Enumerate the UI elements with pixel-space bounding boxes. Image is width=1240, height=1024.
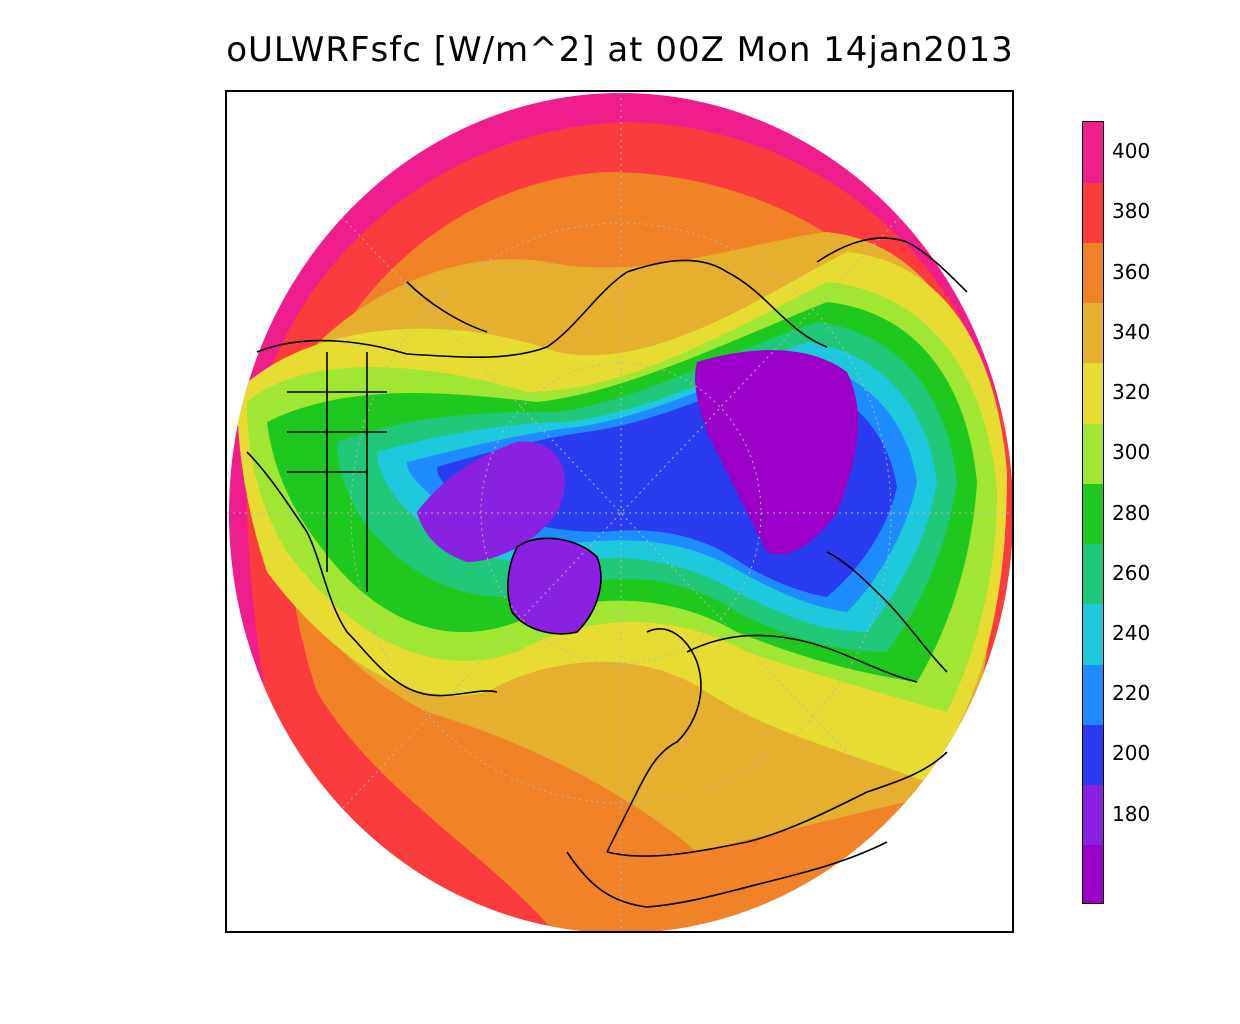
color-scale-segment bbox=[1083, 423, 1103, 484]
color-scale-tick-label: 180 bbox=[1112, 801, 1151, 826]
color-scale-segment bbox=[1083, 182, 1103, 243]
coastline bbox=[256, 271, 628, 359]
color-scale-segment bbox=[1083, 362, 1103, 424]
color-scale-tick-label: 340 bbox=[1112, 319, 1151, 344]
color-scale-segment bbox=[1083, 784, 1103, 846]
color-scale-segment bbox=[1083, 724, 1103, 786]
graticule bbox=[227, 92, 1012, 931]
color-scale-tick-label: 360 bbox=[1112, 259, 1151, 284]
color-scale-segment bbox=[1083, 242, 1103, 304]
coastline bbox=[507, 537, 602, 635]
coastline bbox=[246, 451, 498, 697]
color-scale-tick-label: 240 bbox=[1112, 620, 1151, 645]
color-scale-segment bbox=[1083, 664, 1103, 725]
color-scale-segment bbox=[1083, 483, 1103, 545]
field-layer bbox=[229, 93, 1012, 931]
color-scale-tick-label: 380 bbox=[1112, 199, 1151, 224]
coastline bbox=[406, 281, 488, 333]
coastline bbox=[686, 634, 918, 683]
color-scale-tick-label: 300 bbox=[1112, 440, 1151, 465]
color-scale-tick-label: 400 bbox=[1112, 139, 1151, 164]
color-scale-segment bbox=[1083, 302, 1103, 364]
field-contour-band bbox=[507, 538, 601, 634]
graticule-line bbox=[350, 222, 892, 804]
field-contour-band bbox=[695, 350, 858, 555]
color-scale-tick-label: 220 bbox=[1112, 681, 1151, 706]
color-scale-segment bbox=[1083, 543, 1103, 605]
map-title: oULWRFsfc [W/m^2] at 00Z Mon 14jan2013 bbox=[226, 30, 1014, 70]
color-scale-tick-label: 280 bbox=[1112, 500, 1151, 525]
color-scale-segment bbox=[1083, 122, 1103, 183]
coastline bbox=[816, 237, 968, 293]
coastline bbox=[626, 259, 828, 348]
coastline bbox=[826, 551, 948, 673]
coastline bbox=[287, 352, 387, 592]
color-scale-tick-label: 200 bbox=[1112, 741, 1151, 766]
map-frame bbox=[225, 90, 1014, 933]
color-scale-bar bbox=[1082, 121, 1104, 904]
coastline bbox=[606, 751, 948, 857]
color-scale-tick-label: 320 bbox=[1112, 380, 1151, 405]
color-scale-tick-label: 260 bbox=[1112, 560, 1151, 585]
coastline bbox=[566, 841, 888, 908]
color-scale-segment bbox=[1083, 844, 1103, 903]
color-scale-segment bbox=[1083, 603, 1103, 665]
field-contour-band bbox=[417, 441, 565, 562]
polar-map bbox=[227, 92, 1012, 931]
coastlines bbox=[246, 237, 968, 908]
coastline bbox=[606, 628, 702, 853]
